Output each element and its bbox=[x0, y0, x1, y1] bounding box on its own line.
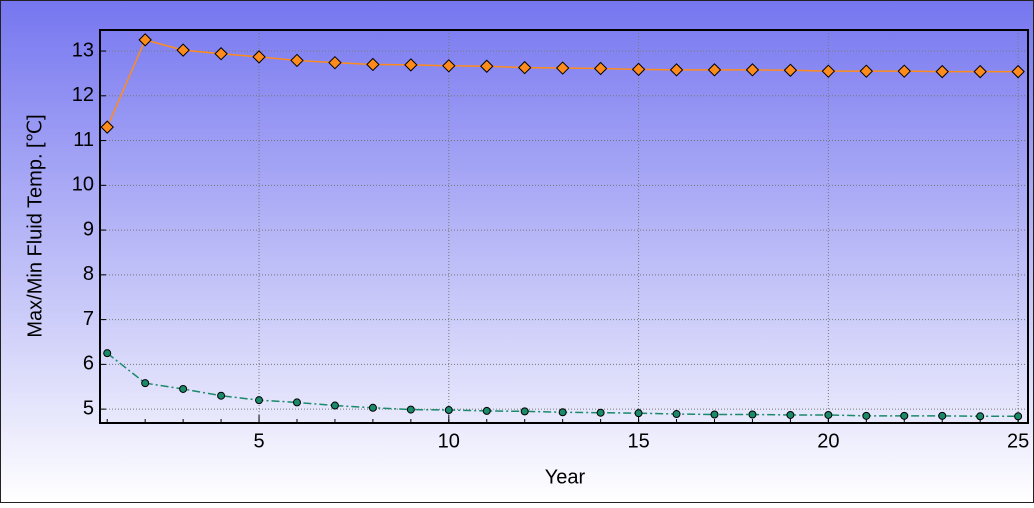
x-axis-label: Year bbox=[545, 466, 586, 488]
marker bbox=[292, 398, 301, 407]
marker bbox=[938, 411, 947, 420]
marker bbox=[100, 120, 114, 134]
y-tick-label: 9 bbox=[83, 218, 94, 240]
marker bbox=[368, 403, 377, 412]
marker bbox=[520, 407, 529, 416]
marker bbox=[748, 410, 757, 419]
y-tick-label: 8 bbox=[83, 263, 94, 285]
marker bbox=[328, 55, 342, 70]
y-axis-label: Max/Min Fluid Temp. [℃] bbox=[24, 114, 46, 337]
marker bbox=[404, 58, 418, 72]
marker bbox=[1011, 64, 1025, 79]
marker bbox=[631, 62, 646, 77]
marker bbox=[672, 410, 681, 419]
y-tick-label: 5 bbox=[83, 397, 94, 419]
x-tick-label: 15 bbox=[627, 430, 649, 452]
marker bbox=[593, 61, 608, 76]
y-tick-label: 7 bbox=[83, 308, 94, 330]
y-tick-label: 10 bbox=[72, 174, 94, 196]
marker bbox=[821, 64, 836, 78]
marker bbox=[255, 396, 264, 405]
x-tick-label: 10 bbox=[438, 430, 460, 452]
marker bbox=[482, 406, 491, 415]
marker bbox=[707, 63, 722, 77]
marker bbox=[442, 59, 456, 73]
y-tick-label: 6 bbox=[83, 353, 94, 375]
marker bbox=[1014, 412, 1023, 421]
marker bbox=[480, 59, 494, 73]
marker bbox=[518, 60, 532, 75]
marker bbox=[634, 409, 643, 418]
marker bbox=[710, 410, 719, 419]
plot-frame bbox=[99, 29, 1029, 424]
marker bbox=[976, 412, 985, 421]
marker bbox=[862, 411, 871, 420]
marker bbox=[973, 64, 987, 79]
marker bbox=[783, 63, 798, 77]
y-tick-label: 13 bbox=[72, 39, 94, 61]
marker bbox=[444, 406, 453, 415]
x-tick-label: 25 bbox=[1007, 430, 1029, 452]
marker bbox=[935, 64, 949, 79]
marker bbox=[859, 64, 874, 78]
marker bbox=[176, 43, 190, 57]
marker bbox=[900, 411, 909, 420]
marker bbox=[897, 64, 911, 78]
marker bbox=[669, 63, 684, 77]
marker bbox=[138, 33, 152, 47]
marker bbox=[179, 384, 188, 393]
marker bbox=[596, 408, 605, 417]
marker bbox=[252, 50, 266, 64]
marker bbox=[141, 379, 150, 388]
marker bbox=[103, 349, 112, 358]
x-tick-label: 20 bbox=[817, 430, 839, 452]
marker bbox=[366, 57, 380, 72]
y-tick-label: 12 bbox=[72, 84, 94, 106]
marker bbox=[558, 408, 567, 417]
marker bbox=[745, 63, 760, 77]
y-tick-label: 11 bbox=[73, 129, 94, 151]
x-tick-label: 5 bbox=[253, 430, 264, 452]
marker bbox=[786, 410, 795, 419]
marker bbox=[406, 405, 415, 414]
marker bbox=[555, 61, 570, 75]
marker bbox=[217, 391, 226, 400]
marker bbox=[330, 401, 339, 410]
marker bbox=[824, 410, 833, 419]
marker bbox=[214, 47, 228, 61]
marker bbox=[290, 53, 304, 68]
